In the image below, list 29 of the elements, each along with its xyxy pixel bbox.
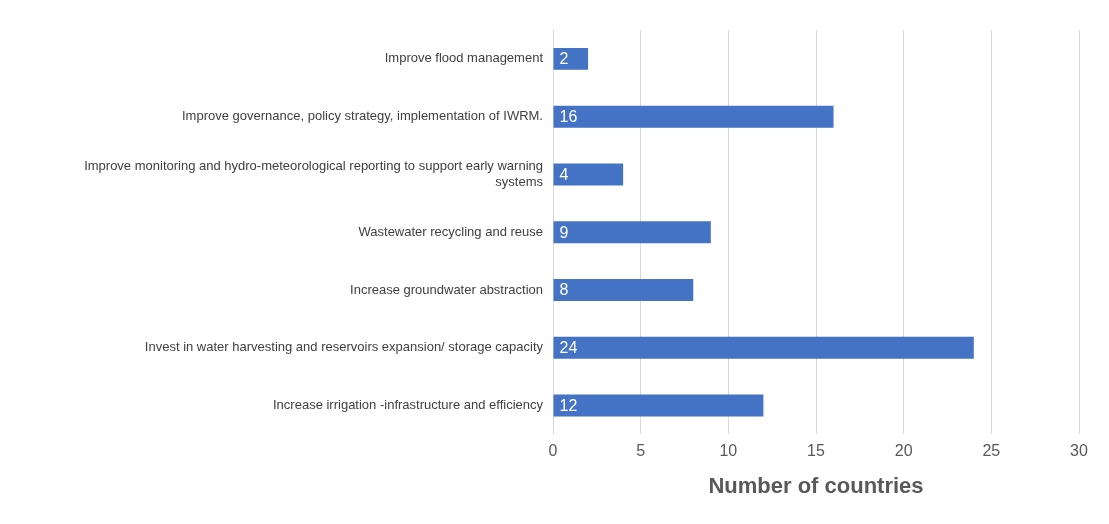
bar (553, 336, 974, 359)
y-tick-label: Increase irrigation -infrastructure and efficiency (273, 397, 544, 413)
x-tick-label: 20 (894, 442, 913, 460)
y-tick-label: Improve flood management (384, 50, 544, 66)
x-axis-title: Number of countries (708, 472, 924, 498)
data-label: 9 (559, 223, 569, 241)
x-tick-label: 15 (807, 442, 825, 460)
data-label: 16 (559, 108, 578, 126)
y-tick-label: Wastewater recycling and reuse (358, 223, 543, 239)
y-tick-label: Improve governance, policy strategy, implementation of IWRM. (181, 108, 543, 124)
bar (553, 394, 764, 417)
bar (553, 105, 834, 128)
x-tick-label: 10 (719, 442, 738, 460)
data-label: 2 (559, 50, 569, 68)
bar (553, 221, 711, 244)
data-label: 24 (559, 339, 578, 357)
y-tick-label: Increase groundwater abstraction (350, 281, 543, 297)
y-tick-label: Invest in water harvesting and reservoirs expansion/ storage capacity (144, 339, 544, 355)
x-tick-label: 0 (548, 442, 558, 460)
bar (553, 279, 694, 301)
bar (553, 47, 589, 70)
data-label: 8 (559, 281, 569, 299)
y-tick-label: Improve monitoring and hydro-meteorological reporting to support early warning systems (84, 158, 544, 189)
bar (553, 163, 624, 186)
x-tick-label: 25 (982, 442, 1001, 460)
x-tick-label: 30 (1070, 442, 1088, 460)
x-tick-label: 5 (636, 442, 646, 460)
data-label: 12 (559, 396, 578, 414)
data-label: 4 (559, 165, 569, 183)
